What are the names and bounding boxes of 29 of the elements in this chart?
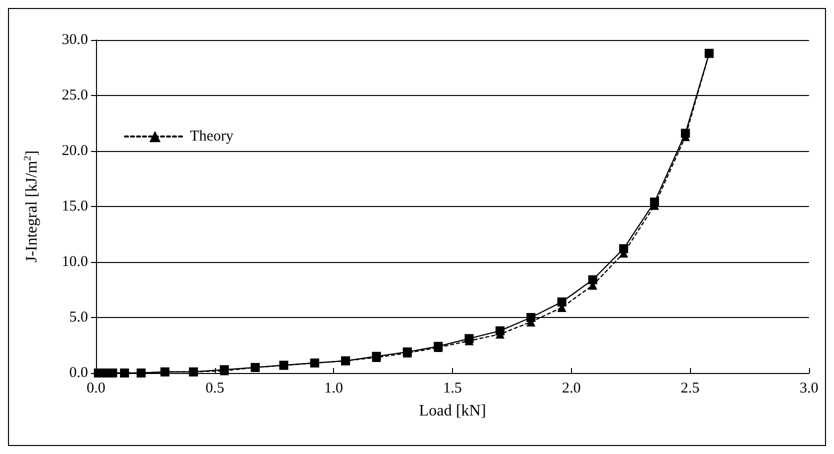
point bbox=[619, 244, 628, 254]
y-tick-label: 5.0 bbox=[69, 310, 88, 326]
legend-label: Theory bbox=[190, 128, 234, 144]
x-tick-label: 0.0 bbox=[86, 380, 106, 396]
point bbox=[279, 360, 288, 370]
point bbox=[557, 297, 566, 306]
point bbox=[496, 326, 505, 336]
point bbox=[680, 128, 690, 138]
point bbox=[588, 275, 598, 284]
x-axis-title: Load [kN] bbox=[418, 402, 486, 420]
x-tick-label: 2.0 bbox=[562, 380, 581, 396]
y-tick-label: 10.0 bbox=[62, 254, 88, 270]
point bbox=[650, 198, 660, 207]
point bbox=[704, 48, 714, 58]
x-tick-label: 0.5 bbox=[205, 380, 224, 396]
y-tick-label: 25.0 bbox=[62, 88, 88, 104]
x-tick-label: 1.5 bbox=[443, 380, 462, 396]
x-tick-label: 2.5 bbox=[680, 380, 700, 396]
y-tick-label: 0.0 bbox=[69, 365, 88, 381]
x-tick-label: 1.0 bbox=[324, 380, 344, 396]
point bbox=[136, 368, 146, 378]
y-tick-label: 20.0 bbox=[62, 143, 88, 159]
point bbox=[120, 368, 130, 378]
point bbox=[526, 313, 536, 322]
y-axis-title: J-Integral [kJ/m2] bbox=[22, 150, 40, 263]
y-tick-label: 30.0 bbox=[62, 32, 88, 48]
y-tick-label: 15.0 bbox=[62, 198, 88, 214]
point bbox=[310, 358, 320, 368]
x-tick-label: 3.0 bbox=[800, 380, 818, 396]
